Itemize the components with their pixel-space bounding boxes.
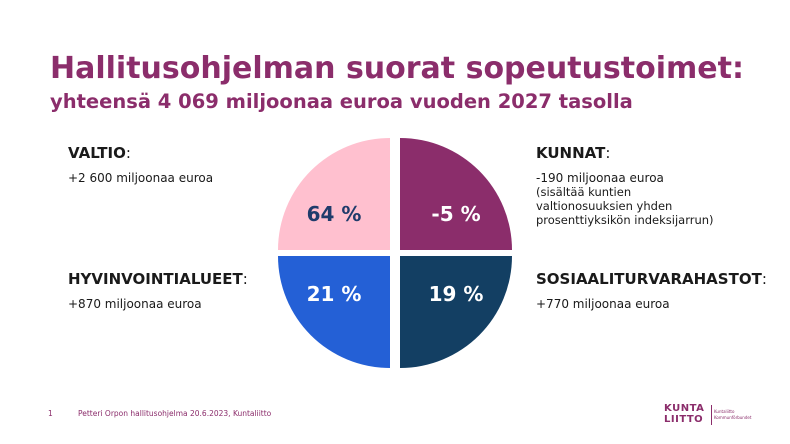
hyvinvointialueet-heading: HYVINVOINTIALUEET:: [68, 270, 248, 288]
quadrant-kunnat: -5 %: [400, 138, 512, 250]
hyvinvointialueet-amount: +870 miljoonaa euroa: [68, 297, 202, 311]
kunnat-block: KUNNAT: -190 miljoonaa euroa (sisältää k…: [536, 144, 714, 227]
logo-divider: [711, 405, 712, 425]
sosiaaliturvarahastot-heading: SOSIAALITURVARAHASTOT:: [536, 270, 767, 288]
valtio-block: VALTIO: +2 600 miljoonaa euroa: [68, 144, 213, 185]
logo-tagline-sv: Kommunförbundet: [714, 415, 752, 420]
kunnat-amount: -190 miljoonaa euroa: [536, 171, 664, 185]
slide-subtitle: yhteensä 4 069 miljoonaa euroa vuoden 20…: [50, 90, 633, 113]
quadrant-hyvinvointialueet: 21 %: [278, 256, 390, 368]
hyvinvointialueet-block: HYVINVOINTIALUEET: +870 miljoonaa euroa: [68, 270, 248, 311]
footer-source: Petteri Orpon hallitusohjelma 20.6.2023,…: [78, 409, 272, 418]
quadrant-sosiaaliturvarahastot-label: 19 %: [429, 282, 484, 306]
quadrant-sosiaaliturvarahastot-shape: [400, 256, 512, 368]
kuntaliitto-logo: KUNTA LIITTO Kuntaliitto Kommunförbundet: [664, 403, 754, 427]
logo-word-line2: LIITTO: [664, 414, 704, 425]
sosiaaliturvarahastot-amount: +770 miljoonaa euroa: [536, 297, 670, 311]
quadrant-sosiaaliturvarahastot: 19 %: [400, 256, 512, 368]
slide-title: Hallitusohjelman suorat sopeutustoimet:: [50, 51, 744, 86]
quadrant-kunnat-label: -5 %: [431, 202, 480, 226]
quadrant-valtio-label: 64 %: [307, 202, 362, 226]
quadrant-hyvinvointialueet-shape: [278, 256, 390, 368]
quadrant-valtio: 64 %: [278, 138, 390, 250]
quadrant-valtio-shape: [278, 138, 390, 250]
logo-tagline-fi: Kuntaliitto: [714, 409, 735, 414]
kunnat-heading: KUNNAT:: [536, 144, 611, 162]
valtio-heading: VALTIO:: [68, 144, 131, 162]
kunnat-note: (sisältää kuntien valtionosuuksien yhden…: [536, 185, 714, 227]
page-number: 1: [48, 409, 53, 418]
sosiaaliturvarahastot-block: SOSIAALITURVARAHASTOT: +770 miljoonaa eu…: [536, 270, 767, 311]
logo-word-line1: KUNTA: [664, 403, 705, 414]
valtio-amount: +2 600 miljoonaa euroa: [68, 171, 214, 185]
quadrant-hyvinvointialueet-label: 21 %: [307, 282, 362, 306]
quadrant-kunnat-shape: [400, 138, 512, 250]
